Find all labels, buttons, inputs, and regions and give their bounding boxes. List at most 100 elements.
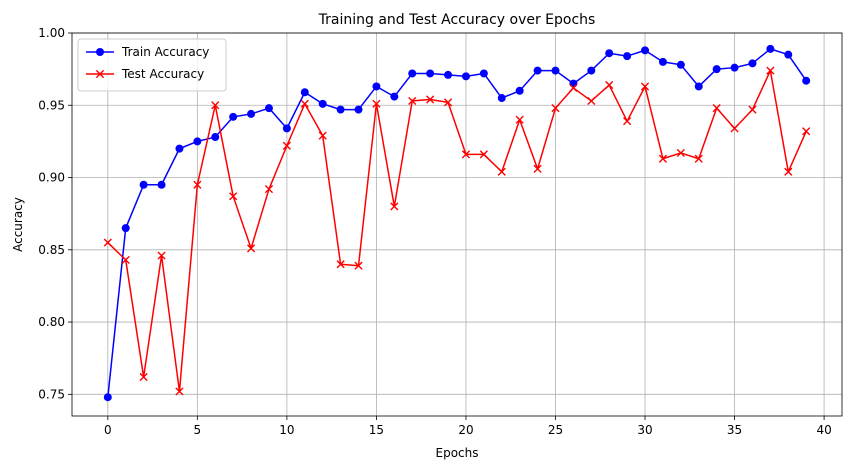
data-point [372, 82, 381, 91]
data-point [802, 76, 811, 85]
plot-frame [71, 32, 843, 417]
data-point [103, 393, 112, 402]
data-point [569, 83, 578, 93]
legend: Train Accuracy Test Accuracy [77, 38, 227, 92]
data-point [658, 57, 667, 66]
data-point [551, 104, 560, 113]
data-point [157, 251, 166, 260]
data-point [766, 66, 775, 75]
data-point [766, 44, 775, 53]
series-line [107, 48, 807, 398]
series-line [107, 69, 807, 393]
data-point [426, 69, 435, 78]
data-point [730, 124, 739, 133]
data-point [175, 387, 184, 396]
data-point [139, 372, 148, 382]
data-point [587, 96, 596, 106]
data-point [640, 82, 650, 91]
data-point [336, 105, 345, 114]
x-tick-label: 40 [816, 423, 831, 437]
data-point [676, 148, 685, 158]
data-point [533, 164, 542, 173]
data-point [390, 202, 399, 211]
data-point [372, 99, 381, 108]
data-point [694, 154, 703, 163]
data-point [658, 154, 668, 163]
x-tick-label: 15 [369, 423, 384, 437]
y-tick-label: 1.00 [38, 26, 65, 40]
data-point [229, 112, 238, 121]
data-point [121, 224, 130, 233]
data-point [694, 82, 703, 91]
data-point [175, 144, 184, 153]
data-point [515, 115, 524, 124]
data-point [569, 79, 578, 88]
data-point [641, 46, 650, 55]
data-point [246, 244, 256, 253]
legend-label: Test Accuracy [121, 67, 204, 81]
data-point [551, 66, 560, 75]
data-point [784, 50, 793, 59]
data-point [461, 72, 470, 81]
data-point [712, 104, 721, 113]
data-point [444, 70, 453, 79]
x-tick-label: 35 [727, 423, 742, 437]
legend-entry-test: Test Accuracy [86, 67, 204, 81]
data-point [121, 255, 130, 265]
data-point [479, 150, 488, 159]
x-tick-label: 25 [548, 423, 563, 437]
data-point [497, 94, 506, 103]
series-test [103, 66, 811, 396]
x-axis-ticks: 0 5 10 15 20 25 30 35 40 [104, 416, 832, 437]
x-tick-label: 30 [637, 423, 652, 437]
x-tick-label: 0 [104, 423, 112, 437]
data-point [157, 180, 166, 189]
data-point [748, 59, 757, 68]
data-point [515, 86, 524, 95]
data-point [461, 150, 471, 159]
data-point [497, 167, 506, 176]
data-point [748, 105, 757, 114]
data-point [282, 124, 291, 133]
data-point [712, 65, 721, 74]
x-tick-label: 5 [194, 423, 202, 437]
data-point [300, 99, 309, 108]
series-train [103, 44, 811, 402]
data-point [426, 95, 435, 104]
data-point [336, 260, 345, 269]
x-tick-label: 10 [279, 423, 294, 437]
data-point [390, 92, 399, 101]
data-point [103, 238, 112, 247]
data-point [193, 180, 202, 189]
data-point [408, 69, 417, 78]
data-point [605, 49, 614, 58]
data-point [587, 66, 596, 75]
data-point [354, 105, 363, 114]
data-point [264, 184, 274, 194]
data-point [443, 98, 453, 107]
data-point [354, 261, 363, 270]
data-point [533, 66, 542, 75]
data-point [264, 104, 273, 113]
y-tick-label: 0.85 [38, 243, 65, 257]
data-point [229, 192, 238, 201]
data-point [300, 88, 309, 97]
data-point [605, 80, 614, 90]
data-point [623, 117, 632, 126]
data-point [282, 141, 291, 150]
data-point [247, 109, 256, 118]
data-point [784, 167, 793, 176]
x-tick-label: 20 [458, 423, 473, 437]
y-tick-label: 0.75 [38, 387, 65, 401]
legend-box [77, 38, 227, 92]
data-point [211, 101, 220, 110]
data-point [318, 99, 327, 108]
chart-title: Training and Test Accuracy over Epochs [318, 12, 596, 28]
data-point [139, 180, 148, 189]
data-point [193, 137, 202, 146]
data-point [211, 133, 220, 142]
data-point [676, 60, 685, 69]
data-point [623, 52, 632, 61]
legend-label: Train Accuracy [121, 45, 209, 59]
